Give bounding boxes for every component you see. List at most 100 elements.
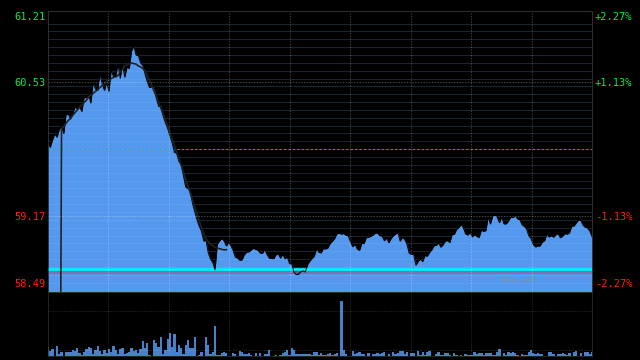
Bar	[449, 355, 451, 356]
Bar	[575, 351, 577, 356]
Bar	[117, 354, 119, 356]
Bar	[223, 352, 225, 356]
Bar	[360, 354, 363, 356]
Bar	[474, 352, 476, 356]
Bar	[180, 348, 182, 356]
Bar	[67, 352, 70, 356]
Bar	[79, 354, 81, 356]
Bar	[234, 354, 237, 356]
Bar	[557, 354, 559, 356]
Bar	[218, 355, 221, 356]
Bar	[239, 351, 241, 356]
Bar	[60, 352, 63, 356]
Bar	[521, 354, 523, 356]
Bar	[399, 351, 401, 356]
Bar	[435, 354, 437, 356]
Bar	[225, 353, 227, 356]
Bar	[298, 354, 300, 356]
Bar	[198, 355, 200, 356]
Bar	[471, 355, 474, 356]
Bar	[388, 354, 390, 356]
Bar	[324, 355, 327, 356]
Bar	[345, 354, 347, 356]
Bar	[484, 352, 487, 356]
Bar	[169, 333, 171, 356]
Bar	[444, 353, 447, 356]
Bar	[363, 354, 365, 356]
Bar	[313, 352, 316, 356]
Bar	[187, 340, 189, 356]
Bar	[132, 351, 135, 356]
Bar	[340, 301, 342, 356]
Bar	[476, 354, 478, 356]
Bar	[175, 351, 178, 356]
Bar	[126, 353, 128, 356]
Bar	[478, 353, 480, 356]
Bar	[383, 352, 385, 356]
Bar	[354, 354, 356, 356]
Bar	[336, 352, 338, 356]
Bar	[191, 347, 193, 356]
Bar	[243, 354, 246, 356]
Bar	[456, 355, 458, 356]
Text: sina.com: sina.com	[500, 275, 538, 284]
Bar	[56, 346, 58, 356]
Bar	[428, 351, 431, 356]
Bar	[259, 353, 261, 356]
Bar	[492, 355, 494, 356]
Bar	[205, 337, 207, 356]
Bar	[122, 348, 124, 356]
Bar	[148, 355, 150, 356]
Bar	[65, 352, 67, 356]
Bar	[467, 355, 469, 356]
Bar	[392, 352, 394, 356]
Bar	[333, 354, 336, 356]
Bar	[568, 354, 570, 356]
Bar	[316, 352, 317, 356]
Bar	[514, 353, 516, 356]
Bar	[424, 355, 426, 356]
Bar	[282, 353, 284, 356]
Bar	[146, 343, 148, 356]
Bar	[440, 355, 442, 356]
Bar	[573, 352, 575, 356]
Bar	[178, 345, 180, 356]
Bar	[413, 354, 415, 356]
Bar	[119, 349, 122, 356]
Bar	[293, 350, 295, 356]
Bar	[503, 353, 505, 356]
Bar	[94, 350, 97, 356]
Bar	[200, 352, 203, 356]
Bar	[374, 354, 376, 356]
Bar	[153, 340, 156, 356]
Bar	[447, 353, 449, 356]
Bar	[381, 354, 383, 356]
Bar	[351, 351, 354, 356]
Bar	[51, 348, 54, 356]
Bar	[264, 354, 266, 356]
Bar	[589, 354, 591, 356]
Bar	[559, 354, 561, 356]
Bar	[171, 347, 173, 356]
Bar	[128, 352, 131, 356]
Bar	[552, 354, 555, 356]
Bar	[534, 355, 537, 356]
Bar	[124, 354, 126, 356]
Bar	[81, 355, 83, 356]
Bar	[212, 352, 214, 356]
Bar	[586, 352, 589, 356]
Bar	[410, 353, 413, 356]
Bar	[499, 349, 500, 356]
Bar	[232, 352, 234, 356]
Bar	[140, 349, 141, 356]
Bar	[566, 355, 568, 356]
Bar	[49, 351, 51, 356]
Bar	[460, 355, 462, 356]
Bar	[99, 351, 101, 356]
Bar	[289, 355, 291, 356]
Bar	[184, 345, 187, 356]
Bar	[76, 348, 79, 356]
Bar	[537, 353, 539, 356]
Bar	[302, 354, 304, 356]
Bar	[101, 354, 103, 356]
